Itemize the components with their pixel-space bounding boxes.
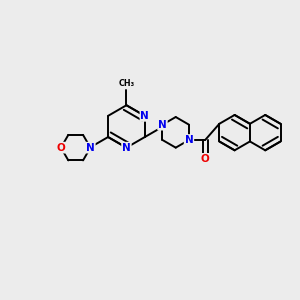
Text: N: N xyxy=(184,135,194,145)
Text: CH₃: CH₃ xyxy=(118,80,134,88)
Text: N: N xyxy=(140,111,149,121)
Text: N: N xyxy=(122,142,131,153)
Text: N: N xyxy=(158,120,167,130)
Text: N: N xyxy=(86,142,95,153)
Text: O: O xyxy=(201,154,210,164)
Text: O: O xyxy=(57,142,65,153)
